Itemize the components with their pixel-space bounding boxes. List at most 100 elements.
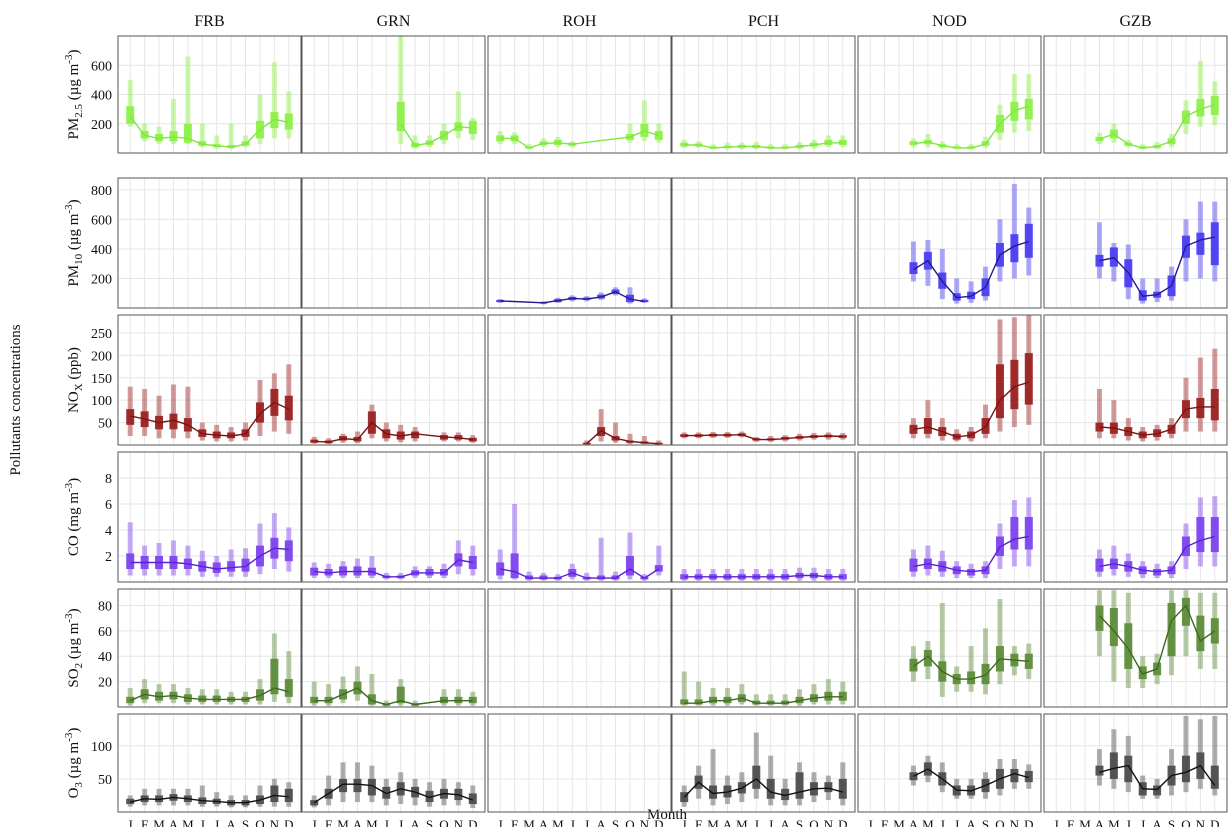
iqr-box	[284, 679, 293, 697]
iqr-box	[255, 402, 264, 423]
iqr-box	[923, 649, 932, 667]
iqr-box	[1124, 755, 1133, 783]
whisker-bar	[768, 694, 774, 706]
iqr-box	[284, 113, 293, 130]
median-line	[1099, 406, 1215, 436]
iqr-box	[967, 671, 976, 685]
x-tick-label: J	[1140, 817, 1145, 827]
panel-pm25-frb	[117, 35, 302, 154]
whisker-bar	[326, 684, 332, 706]
panel-frame	[301, 451, 486, 583]
whisker-bar	[311, 681, 317, 706]
whisker-bar	[656, 545, 662, 576]
panel-pm25-roh	[487, 35, 672, 154]
whisker-bar	[1096, 222, 1102, 279]
site-title: GRN	[377, 13, 411, 30]
iqr-box	[795, 772, 804, 799]
x-tick-label: N	[640, 817, 650, 827]
iqr-box	[1024, 353, 1033, 405]
whisker-bar	[724, 687, 730, 706]
x-tick-label: J	[498, 817, 503, 827]
median-line	[313, 783, 474, 804]
x-tick-label: S	[426, 817, 433, 827]
iqr-box	[1095, 422, 1104, 432]
iqr-box	[694, 699, 703, 705]
panel-frame	[671, 451, 856, 583]
panel-o3-pch	[671, 713, 856, 813]
x-tick-label: N	[824, 817, 834, 827]
whisker-bar	[185, 386, 191, 439]
x-tick-label: A	[1095, 817, 1105, 827]
x-tick-label: M	[337, 817, 349, 827]
y-tick-label: 200	[91, 118, 112, 133]
iqr-box	[1210, 222, 1219, 266]
x-tick-label: M	[153, 817, 165, 827]
y-axis-label-nox: NOX (ppb)	[66, 347, 85, 413]
whisker-bar	[1154, 278, 1160, 303]
iqr-box	[241, 558, 250, 572]
whisker-bar	[710, 749, 716, 806]
panel-pm10-frb	[117, 177, 302, 309]
x-tick-label: J	[584, 817, 589, 827]
iqr-box	[781, 788, 790, 801]
median-line	[314, 421, 473, 443]
panel-frame	[117, 713, 302, 813]
whisker-bar	[782, 694, 788, 706]
whisker-bar	[257, 94, 263, 145]
x-tick-label: A	[723, 817, 733, 827]
iqr-box	[425, 790, 434, 803]
y-tick-label: 6	[105, 498, 112, 513]
panel-frame	[671, 713, 856, 813]
panel-frame	[671, 35, 856, 154]
whisker-bar	[656, 440, 662, 445]
iqr-box	[1196, 232, 1205, 255]
median-line	[684, 433, 843, 441]
iqr-box	[923, 418, 932, 434]
y-tick-label: 200	[91, 272, 112, 287]
median-line	[130, 547, 289, 570]
x-tick-label: S	[1168, 817, 1175, 827]
iqr-box	[1210, 618, 1219, 644]
iqr-box	[709, 785, 718, 799]
whisker-bar	[398, 36, 404, 145]
iqr-box	[1095, 558, 1104, 572]
panel-so2-roh	[487, 588, 672, 708]
iqr-box	[169, 413, 178, 430]
x-axis-title: Month	[647, 807, 688, 823]
whisker-bar	[997, 599, 1003, 685]
x-tick-label: O	[255, 817, 264, 827]
whisker-bar	[199, 123, 205, 148]
x-tick-label: S	[796, 817, 803, 827]
y-tick-label: 100	[91, 740, 112, 755]
x-tick-label: A	[780, 817, 790, 827]
iqr-box	[284, 540, 293, 562]
median-line	[913, 381, 1030, 438]
panel-pm25-grn	[301, 35, 486, 154]
panel-frame	[117, 451, 302, 583]
x-tick-label: M	[1079, 817, 1091, 827]
x-tick-label: O	[439, 817, 448, 827]
iqr-box	[625, 556, 634, 576]
site-title: ROH	[563, 13, 597, 30]
iqr-box	[339, 778, 348, 793]
y-tick-label: 200	[91, 349, 112, 364]
x-tick-label: F	[695, 817, 702, 827]
iqr-box	[353, 778, 362, 793]
iqr-box	[1010, 517, 1019, 550]
panel-frame	[857, 451, 1042, 583]
panel-pm10-nod	[857, 177, 1042, 309]
iqr-box	[1024, 517, 1033, 550]
x-tick-label: F	[141, 817, 148, 827]
panel-pm10-roh	[487, 177, 672, 309]
whisker-bar	[753, 694, 759, 706]
panel-frame	[671, 588, 856, 708]
whisker-bar	[584, 440, 590, 445]
y-tick-label: 40	[98, 650, 112, 665]
iqr-box	[310, 800, 319, 806]
panel-nox-gzb	[1043, 314, 1228, 446]
iqr-box	[1196, 397, 1205, 419]
y-tick-label: 4	[105, 524, 112, 539]
iqr-box	[1024, 770, 1033, 783]
panel-frame	[857, 588, 1042, 708]
